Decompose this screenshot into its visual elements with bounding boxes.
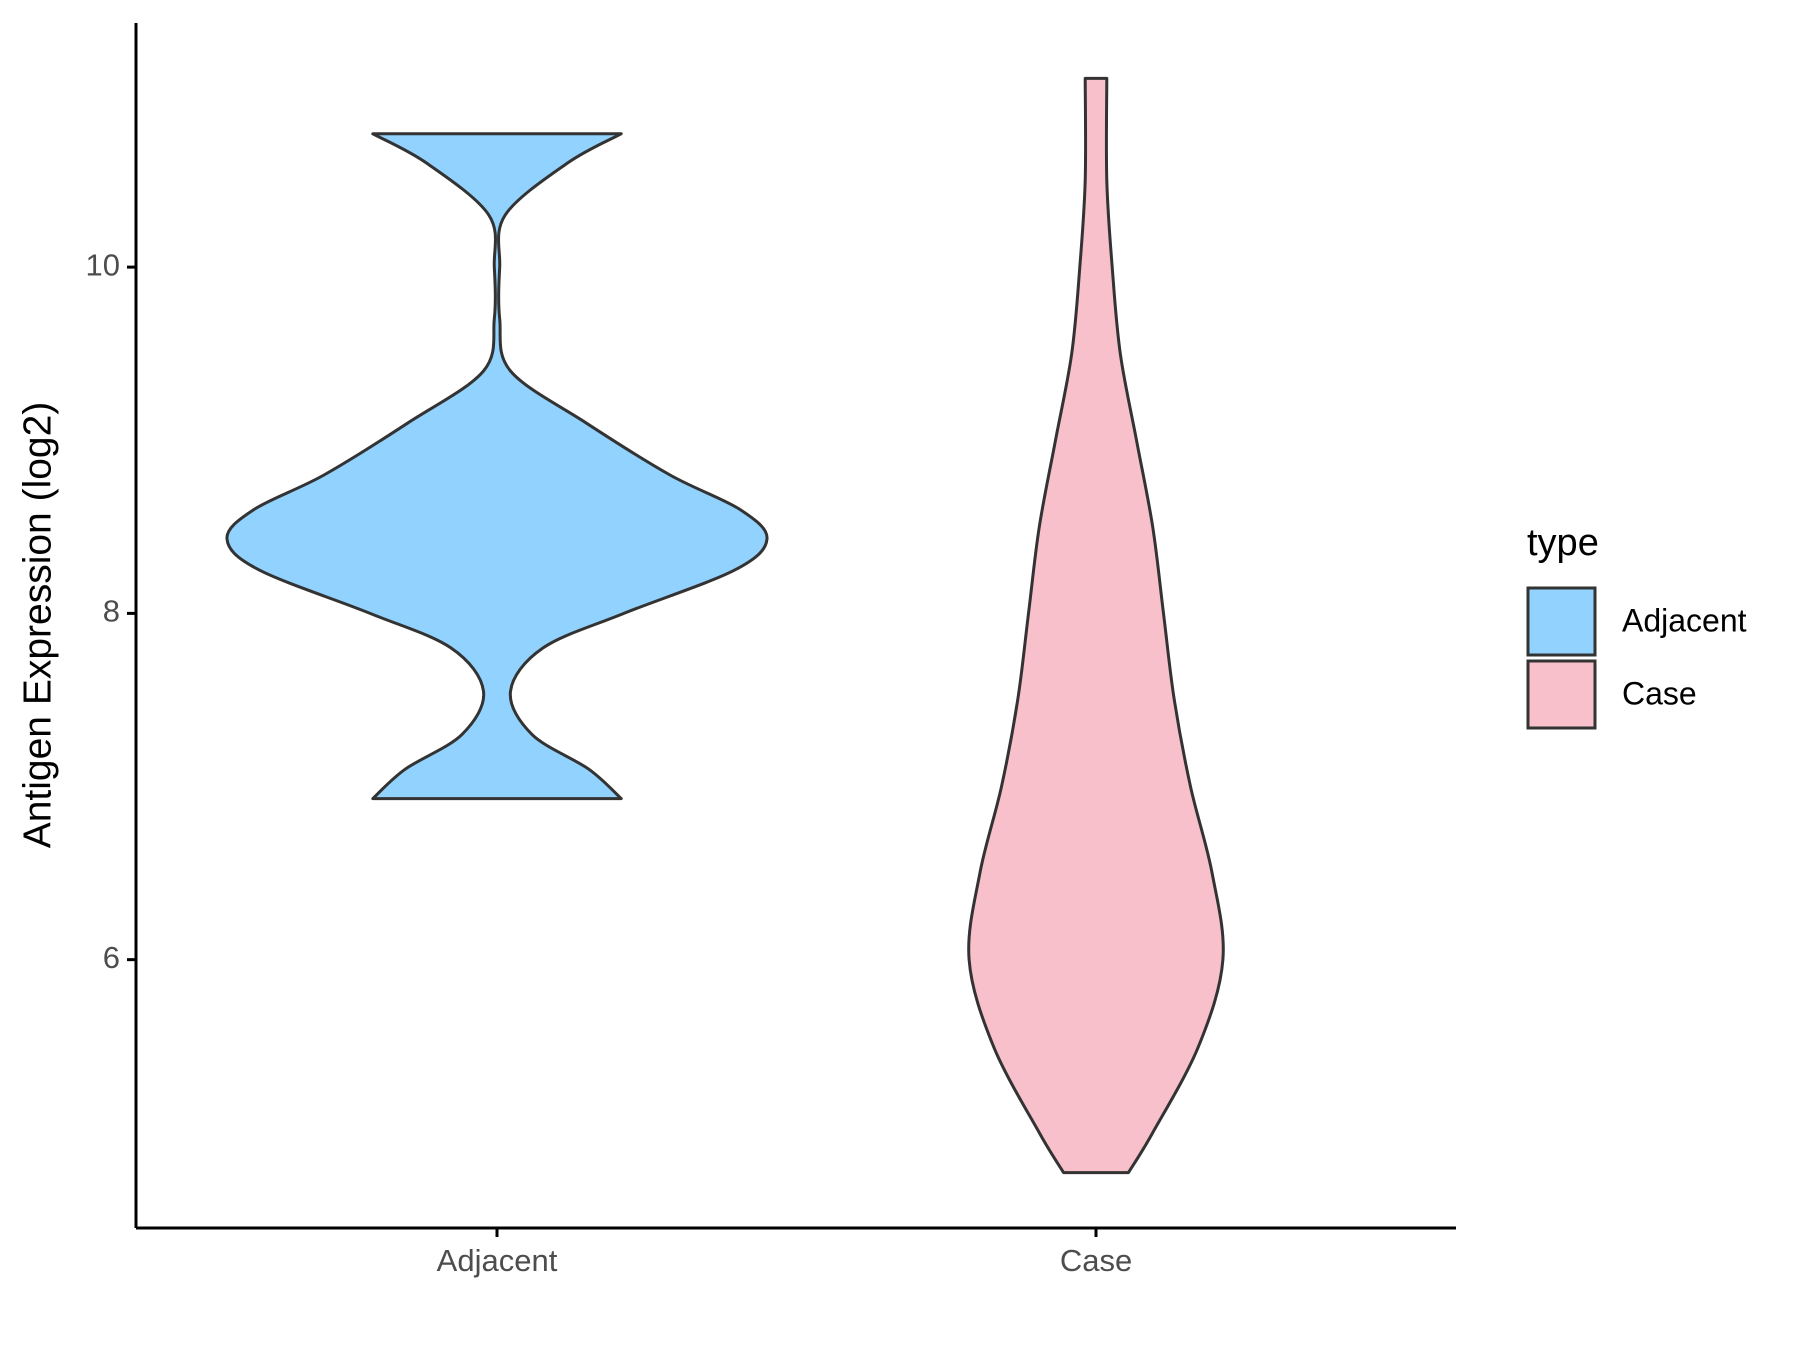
y-tick-label: 6 xyxy=(103,940,120,975)
y-tick-label: 8 xyxy=(103,594,120,629)
legend-label: Adjacent xyxy=(1622,602,1747,638)
legend-label: Case xyxy=(1622,675,1697,711)
y-tick-label: 10 xyxy=(86,247,120,282)
x-tick-label: Case xyxy=(1060,1243,1132,1278)
violin xyxy=(225,132,769,801)
violin xyxy=(967,76,1225,1175)
x-tick-label: Adjacent xyxy=(437,1243,558,1278)
legend-title: type xyxy=(1527,522,1599,564)
y-axis-label: Antigen Expression (log2) xyxy=(16,402,59,849)
legend-key xyxy=(1526,659,1597,730)
legend-key xyxy=(1526,586,1597,657)
